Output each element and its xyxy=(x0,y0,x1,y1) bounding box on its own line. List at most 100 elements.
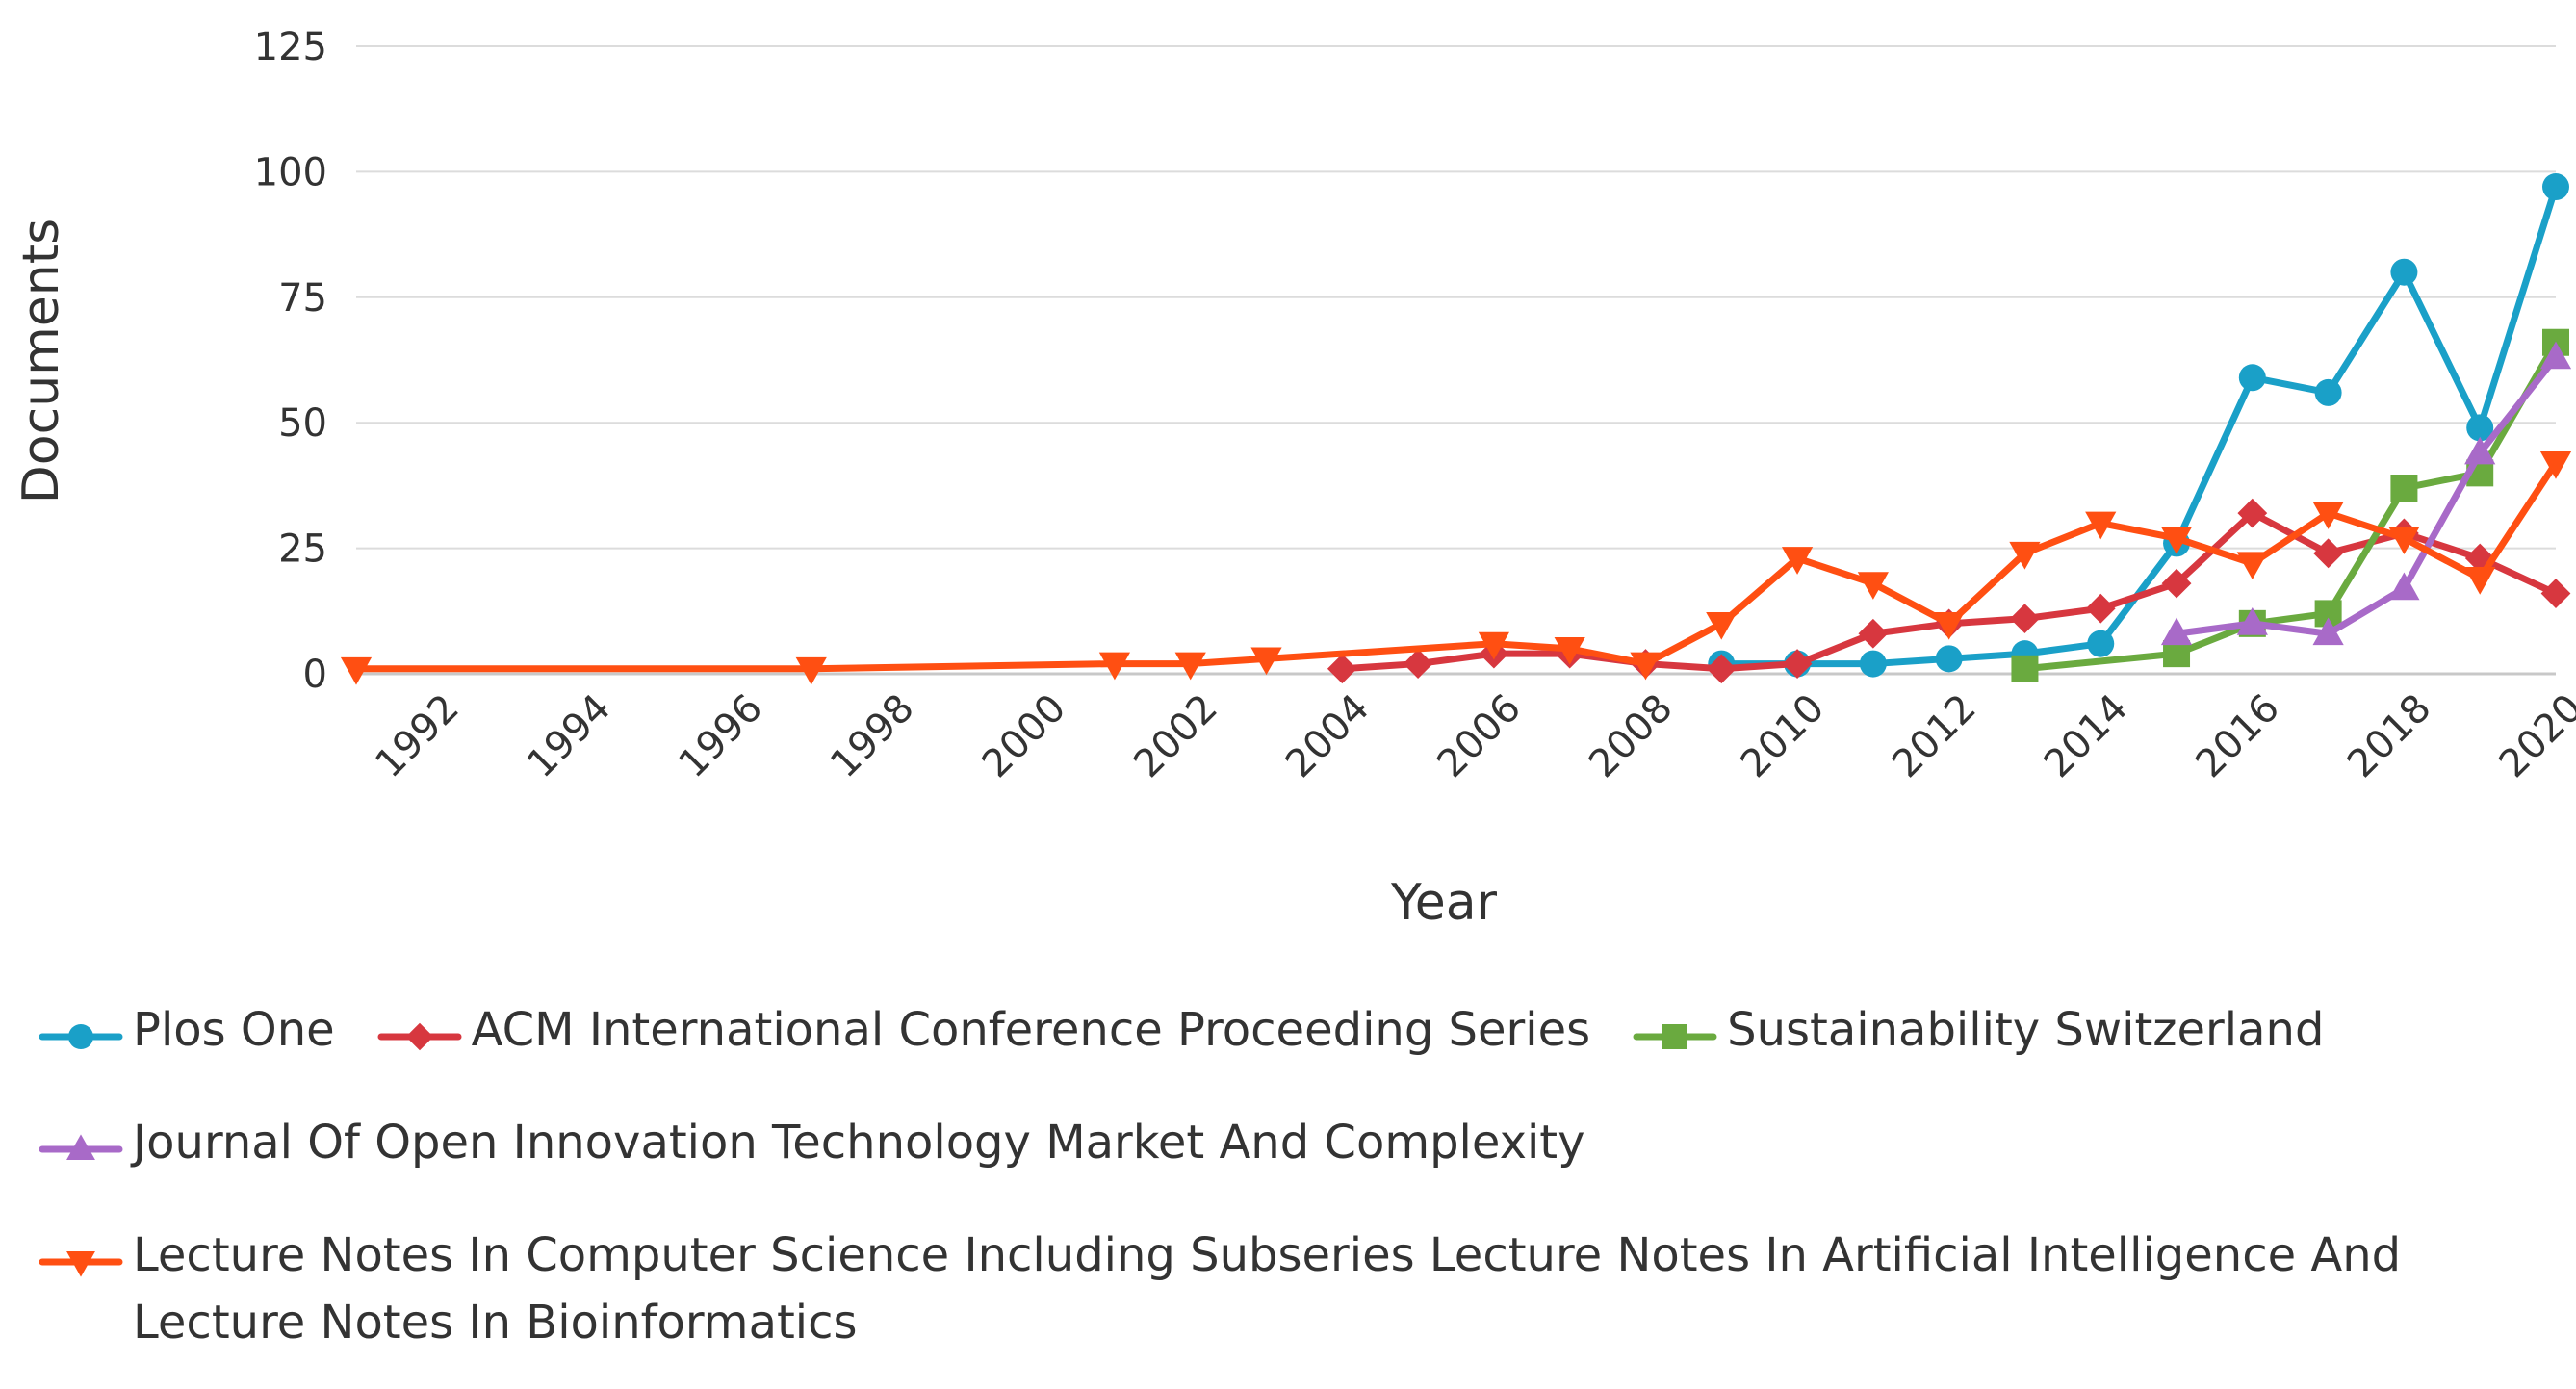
x-tick-label: 2000 xyxy=(974,686,1075,787)
data-point[interactable] xyxy=(2236,607,2268,635)
series-line xyxy=(2021,339,2560,673)
data-point[interactable] xyxy=(2312,502,2344,529)
legend-row-1: Plos One ACM International Conference Pr… xyxy=(39,996,2541,1076)
data-point[interactable] xyxy=(2539,451,2572,479)
data-point[interactable] xyxy=(340,656,373,685)
x-tick-label: 1996 xyxy=(671,686,772,787)
x-tick-label: 2002 xyxy=(1125,686,1226,787)
data-point[interactable] xyxy=(2236,552,2268,580)
data-point[interactable] xyxy=(1478,631,1509,660)
data-point[interactable] xyxy=(1782,649,1813,679)
data-point[interactable] xyxy=(795,656,827,685)
data-point[interactable] xyxy=(2011,655,2039,682)
legend-marker-square-icon xyxy=(1633,1009,1717,1076)
legend-item-lecture-notes[interactable]: Lecture Notes In Computer Science Includ… xyxy=(39,1222,2464,1356)
data-point[interactable] xyxy=(2390,258,2418,286)
data-point[interactable] xyxy=(2466,414,2494,442)
data-point[interactable] xyxy=(2540,579,2571,608)
data-point[interactable] xyxy=(2238,364,2266,392)
data-point[interactable] xyxy=(2312,617,2344,646)
data-point[interactable] xyxy=(1630,652,1662,681)
legend-label: Plos One xyxy=(133,1003,335,1057)
gridlines xyxy=(356,45,2556,676)
data-point[interactable] xyxy=(2539,341,2572,370)
series-line xyxy=(1717,183,2560,668)
legend-marker-triangle-up-icon xyxy=(39,1121,123,1189)
legend-item-acm[interactable]: ACM International Conference Proceeding … xyxy=(377,996,1591,1076)
data-point[interactable] xyxy=(2388,527,2420,554)
x-axis-ticks: 1992 1994 1996 1998 2000 2002 2004 2006 2008 2010… xyxy=(367,686,2576,787)
legend-row-2: Journal Of Open Innovation Technology Ma… xyxy=(39,1109,2541,1189)
x-tick-label: 2006 xyxy=(1429,686,1530,787)
data-point[interactable] xyxy=(1250,647,1282,676)
legend-row-3: Lecture Notes In Computer Science Includ… xyxy=(39,1222,2541,1356)
x-tick-label: 1998 xyxy=(822,686,923,787)
legend: Plos One ACM International Conference Pr… xyxy=(39,996,2541,1389)
legend-item-plos-one[interactable]: Plos One xyxy=(39,996,335,1076)
data-point[interactable] xyxy=(2542,173,2569,201)
legend-item-sustainability[interactable]: Sustainability Switzerland xyxy=(1633,996,2324,1076)
data-point[interactable] xyxy=(2085,593,2116,624)
legend-marker-diamond-icon xyxy=(377,1009,462,1076)
data-point[interactable] xyxy=(2160,527,2193,554)
line-chart: 0 25 50 75 100 125 1992 1994 1996 1998 2000 2002 20… xyxy=(13,25,2576,932)
data-point[interactable] xyxy=(2160,617,2193,646)
series-5 xyxy=(340,451,2572,685)
y-tick-label: 50 xyxy=(278,401,327,446)
series-1 xyxy=(1708,173,2569,678)
y-axis-title: Documents xyxy=(13,219,70,504)
data-point[interactable] xyxy=(2464,436,2496,465)
data-point[interactable] xyxy=(1403,649,1433,679)
data-point[interactable] xyxy=(2009,541,2041,570)
legend-item-journal-open-innovation[interactable]: Journal Of Open Innovation Technology Ma… xyxy=(39,1109,1585,1189)
legend-label: Journal Of Open Innovation Technology Ma… xyxy=(133,1116,1585,1170)
y-tick-label: 25 xyxy=(278,527,327,572)
data-point[interactable] xyxy=(1327,654,1357,684)
data-point[interactable] xyxy=(2161,568,2192,599)
data-point[interactable] xyxy=(2388,572,2420,601)
legend-marker-circle-icon xyxy=(39,1009,123,1076)
data-point[interactable] xyxy=(2313,538,2344,569)
data-point[interactable] xyxy=(1174,652,1206,681)
data-point[interactable] xyxy=(1706,611,1738,640)
data-point[interactable] xyxy=(1706,654,1737,684)
data-point[interactable] xyxy=(2390,475,2418,502)
x-axis-title: Year xyxy=(1390,874,1498,932)
data-point[interactable] xyxy=(1857,572,1889,600)
x-tick-label: 1994 xyxy=(519,686,620,787)
data-point[interactable] xyxy=(1781,547,1814,575)
data-point[interactable] xyxy=(2464,566,2496,595)
x-tick-label: 2014 xyxy=(2036,686,2137,787)
x-tick-label: 2004 xyxy=(1277,686,1378,787)
x-tick-label: 2010 xyxy=(1733,686,1834,787)
legend-label: Sustainability Switzerland xyxy=(1727,1003,2325,1057)
x-tick-label: 2016 xyxy=(2187,686,2288,787)
data-point[interactable] xyxy=(1554,637,1585,665)
legend-label: ACM International Conference Proceeding … xyxy=(471,1003,1591,1057)
data-point[interactable] xyxy=(2010,604,2040,634)
data-point[interactable] xyxy=(1859,650,1887,678)
data-point[interactable] xyxy=(2085,511,2117,540)
legend-label: Lecture Notes In Computer Science Includ… xyxy=(133,1228,2402,1350)
y-tick-label: 75 xyxy=(278,276,327,321)
y-axis-ticks: 0 25 50 75 100 125 xyxy=(254,25,327,697)
x-tick-label: 1992 xyxy=(367,686,468,787)
series-lines xyxy=(340,173,2572,685)
data-point[interactable] xyxy=(2087,630,2115,657)
series-4 xyxy=(2160,341,2572,646)
legend-marker-triangle-down-icon xyxy=(39,1234,123,1301)
data-point[interactable] xyxy=(2464,543,2495,574)
y-tick-label: 0 xyxy=(303,653,327,697)
data-point[interactable] xyxy=(1858,618,1889,649)
y-tick-label: 125 xyxy=(254,25,327,69)
data-point[interactable] xyxy=(2314,378,2342,406)
y-tick-label: 100 xyxy=(254,150,327,194)
x-tick-label: 2012 xyxy=(1884,686,1985,787)
x-tick-label: 2008 xyxy=(1581,686,1682,787)
data-point[interactable] xyxy=(1933,611,1965,640)
data-point[interactable] xyxy=(2237,498,2268,528)
series-line xyxy=(2173,353,2560,637)
series-line xyxy=(352,459,2560,673)
data-point[interactable] xyxy=(1098,652,1131,681)
data-point[interactable] xyxy=(1935,645,1963,673)
